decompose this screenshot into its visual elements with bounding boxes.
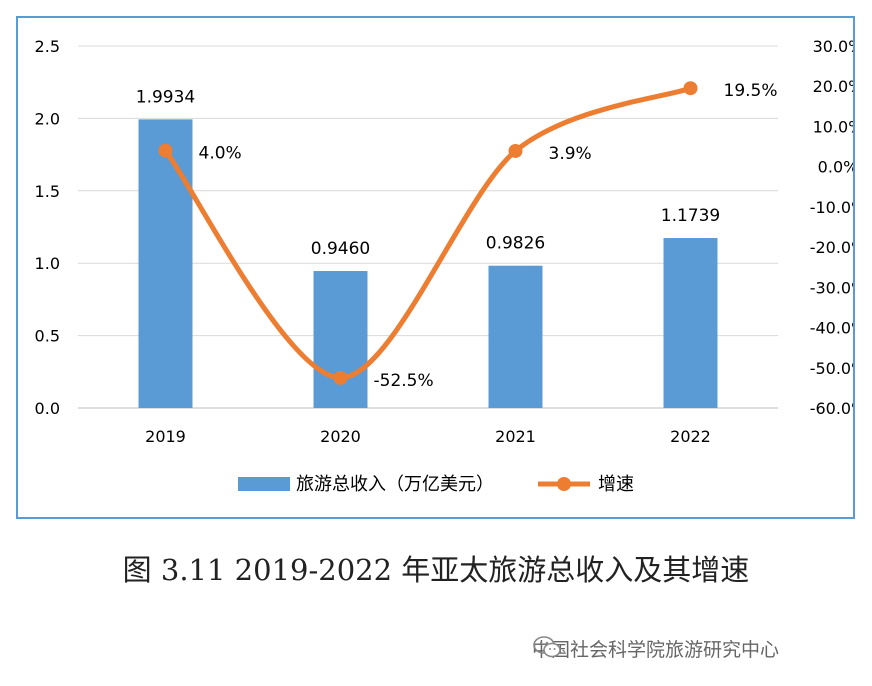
y-right-tick-label: -20.0% [810,238,853,257]
bar-value-label: 0.9460 [311,239,370,259]
growth-line [163,85,693,381]
y-right-tick-label: -30.0% [810,278,853,297]
axis-ticks: 0.0 0.5 1.0 1.5 2.0 2.5 -60.0% -50.0% -40.0% -30.… [35,37,853,446]
bar [313,271,368,408]
data-labels: 1.9934 0.9460 0.9826 1.1739 4.0% -52.5% 3.9% 19… [136,81,778,391]
y-right-tick-label: 20.0% [813,77,853,96]
y-left-tick-label: 1.0 [35,254,60,273]
y-left-tick-label: 1.5 [35,182,60,201]
bar [663,238,718,408]
watermark-text: 中国社会科学院旅游研究中心 [532,638,780,661]
y-right-tick-label: -40.0% [810,319,853,338]
gridlines [78,45,778,409]
watermark: 中国社会科学院旅游研究中心 [532,634,779,662]
line-series [158,81,698,385]
x-tick-label: 2022 [670,427,711,446]
growth-value-label: -52.5% [374,371,434,391]
bar-value-label: 0.9826 [486,234,545,254]
legend: 旅游总收入（万亿美元） 增速 [238,474,634,495]
bar-value-label: 1.1739 [661,206,720,226]
bar [138,119,193,408]
growth-value-label: 3.9% [549,144,592,164]
legend-line-marker [557,477,571,491]
legend-line-label: 增速 [598,474,634,495]
y-left-tick-label: 0.0 [35,399,60,418]
y-right-tick-label: -50.0% [810,359,853,378]
y-right-tick-label: 30.0% [813,37,853,56]
figure-caption: 图 3.11 2019-2022 年亚太旅游总收入及其增速 [122,553,750,587]
y-right-tick-label: -60.0% [810,399,853,418]
y-right-tick-label: -10.0% [810,198,853,217]
bar-series [138,119,718,408]
growth-point [333,370,348,385]
y-left-tick-label: 2.0 [35,109,60,128]
x-tick-label: 2020 [320,427,361,446]
growth-point [508,143,523,158]
growth-value-label: 19.5% [724,81,778,101]
legend-bar-label: 旅游总收入（万亿美元） [296,474,494,495]
y-right-tick-label: 10.0% [813,117,853,136]
y-left-tick-label: 0.5 [35,327,60,346]
growth-point [158,143,173,158]
growth-value-label: 4.0% [199,144,242,164]
y-left-tick-label: 2.5 [35,37,60,56]
bar-value-label: 1.9934 [136,87,195,107]
chart-frame: 1.9934 0.9460 0.9826 1.1739 4.0% -52.5% 3.9% 19… [16,16,855,519]
x-tick-label: 2019 [145,427,186,446]
x-tick-label: 2021 [495,427,536,446]
growth-point [683,81,698,96]
combo-chart: 1.9934 0.9460 0.9826 1.1739 4.0% -52.5% 3.9% 19… [35,37,853,495]
wechat-icon [533,636,561,658]
bar [488,265,543,408]
legend-bar-swatch [238,477,290,491]
y-right-tick-label: 0.0% [818,158,853,177]
